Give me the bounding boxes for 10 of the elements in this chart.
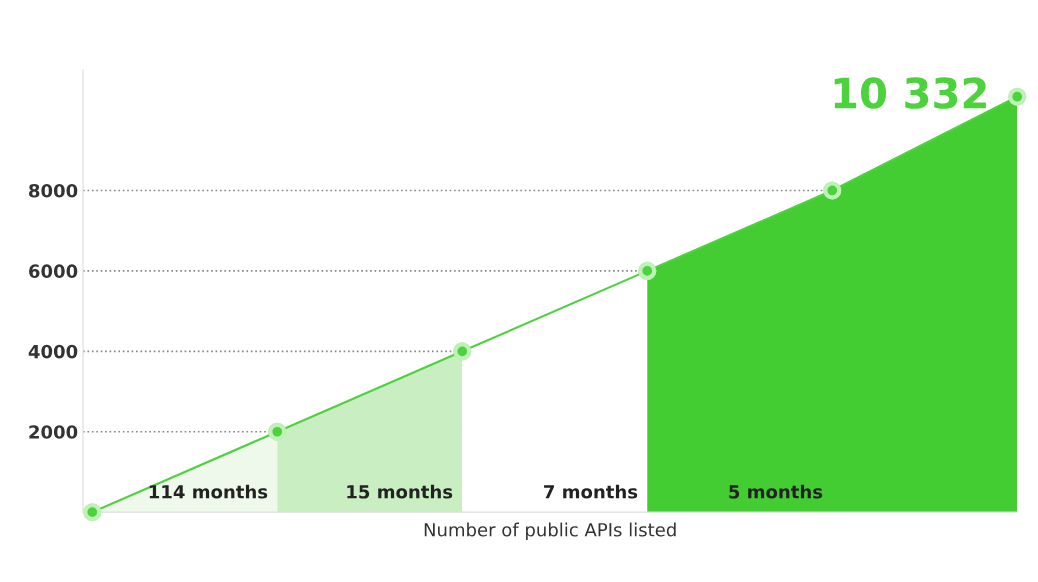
data-label: 10 332 (834, 77, 986, 109)
y-tick-label: 4000 (28, 344, 78, 359)
y-tick-label: 2000 (29, 425, 78, 439)
y-tick-label: 8000 (29, 183, 78, 198)
x-axis-title: Number of public APIs listed (424, 522, 676, 541)
y-tick-label: 6000 (29, 264, 78, 279)
annotation: 15 months (347, 484, 453, 499)
annotation: 5 months (729, 484, 823, 499)
annotation: 7 months (544, 484, 638, 499)
annotation: 114 months (149, 484, 268, 499)
